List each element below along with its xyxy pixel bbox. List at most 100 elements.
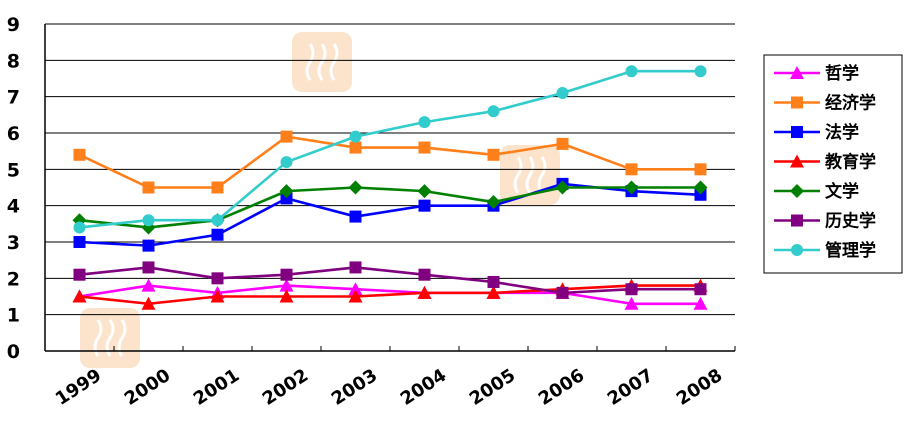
data-point — [142, 214, 155, 227]
data-point — [142, 261, 155, 274]
data-point — [280, 268, 293, 281]
series-line — [79, 182, 701, 247]
x-tick-label: 2006 — [535, 365, 588, 410]
data-point — [73, 268, 86, 281]
series-line — [79, 266, 701, 295]
data-point — [624, 296, 639, 310]
data-point — [487, 275, 500, 288]
data-point — [694, 188, 707, 201]
legend-box — [763, 54, 903, 274]
data-point — [348, 282, 363, 296]
y-tick-label: 6 — [7, 123, 20, 145]
x-tick-label: 2008 — [673, 365, 726, 410]
data-point — [418, 268, 431, 281]
legend-label: 历史学 — [825, 211, 876, 232]
chart-axes — [44, 24, 736, 352]
x-tick-label: 2001 — [190, 365, 243, 410]
x-tick-label: 2004 — [397, 365, 450, 410]
data-point — [418, 199, 431, 212]
series-line — [79, 284, 701, 306]
watermark-steam-icon — [513, 156, 523, 194]
data-point — [694, 283, 707, 296]
data-point — [625, 163, 638, 176]
legend-marker — [791, 126, 803, 138]
legend-label: 教育学 — [824, 152, 876, 173]
legend-item: 教育学 — [774, 152, 876, 173]
legend-marker — [790, 66, 804, 79]
data-point — [487, 148, 500, 161]
data-point — [556, 87, 569, 100]
grid-lines — [45, 23, 735, 316]
legend-item: 管理学 — [774, 240, 876, 261]
legend-marker — [791, 244, 803, 256]
legend-label: 经济学 — [825, 93, 876, 114]
watermark-steam-icon — [537, 156, 547, 194]
data-point — [694, 163, 707, 176]
y-tick-label: 9 — [7, 14, 20, 36]
legend-marker — [790, 154, 804, 168]
y-tick-label: 1 — [7, 305, 20, 327]
watermark-logo — [292, 32, 352, 92]
data-point — [348, 180, 363, 195]
legend-item: 哲学 — [774, 63, 859, 84]
legend-marker — [791, 214, 803, 227]
data-point — [142, 239, 155, 252]
data-point — [417, 184, 432, 199]
x-tick-label: 1999 — [52, 365, 105, 410]
data-point — [556, 286, 569, 299]
series-line — [79, 69, 701, 229]
data-point — [487, 105, 500, 118]
y-tick-label: 5 — [7, 159, 20, 181]
data-point — [486, 285, 501, 299]
data-point — [73, 221, 86, 234]
data-point — [625, 65, 638, 78]
data-point — [280, 130, 293, 143]
x-tick-label: 2005 — [466, 365, 519, 410]
watermark-logo-tile — [292, 32, 352, 92]
data-point — [279, 289, 294, 303]
data-point — [348, 289, 363, 303]
watermark-steam-icon — [317, 43, 327, 81]
data-point — [693, 296, 708, 310]
data-point — [73, 148, 86, 161]
data-point — [141, 278, 156, 292]
watermark-logo — [80, 308, 140, 368]
data-point — [486, 195, 501, 210]
series-line — [78, 135, 701, 189]
y-axis-tick-labels: 0 1 2 3 4 5 6 7 8 9 — [7, 14, 20, 363]
y-tick-label: 4 — [7, 196, 20, 218]
y-tick-label: 0 — [7, 341, 20, 363]
legend-label: 文学 — [825, 181, 859, 202]
data-point — [349, 141, 362, 154]
watermark-steam-icon — [329, 43, 339, 81]
series — [73, 261, 707, 299]
legend-item: 经济学 — [774, 93, 876, 114]
series-line — [79, 186, 701, 229]
legend-label: 管理学 — [825, 240, 876, 261]
watermark-steam-icon — [305, 43, 315, 81]
data-point — [211, 272, 224, 285]
data-point — [556, 137, 569, 150]
data-point — [72, 289, 87, 303]
x-axis-tick-labels: 1999 2000 2001 2002 2003 2004 2005 2006 2007 2008 — [52, 365, 726, 410]
series — [73, 65, 707, 234]
series — [73, 130, 707, 194]
watermark-steam-icon — [525, 156, 535, 194]
legend-item: 历史学 — [774, 211, 876, 232]
watermark-logo — [500, 145, 560, 205]
x-tick-label: 2003 — [328, 365, 381, 410]
data-point — [349, 210, 362, 223]
data-point — [349, 130, 362, 143]
legend-marker — [791, 96, 803, 109]
data-point — [211, 181, 224, 194]
data-point — [417, 285, 432, 299]
series — [72, 180, 708, 235]
data-point — [280, 192, 293, 205]
y-tick-label: 7 — [7, 87, 20, 109]
series-line — [79, 284, 701, 306]
watermark-logo-tile — [80, 308, 140, 368]
data-point — [141, 296, 156, 310]
series — [72, 278, 708, 310]
data-point — [279, 278, 294, 292]
data-point — [624, 180, 639, 195]
